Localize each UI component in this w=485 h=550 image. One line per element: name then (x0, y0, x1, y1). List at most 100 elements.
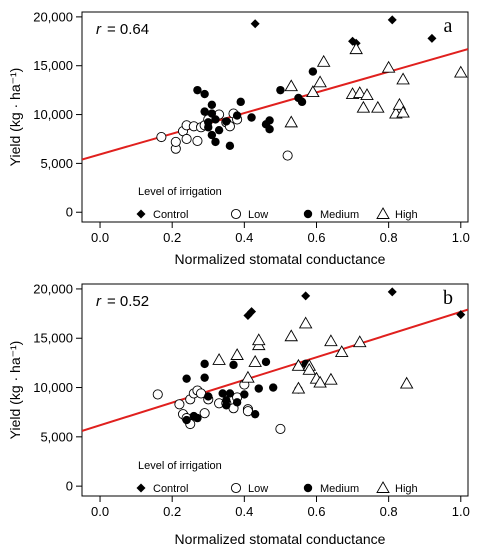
data-point-medium (207, 100, 217, 109)
series-control (250, 15, 437, 48)
data-point-high (284, 79, 299, 92)
data-point-low (170, 136, 181, 147)
data-point-high (212, 353, 226, 365)
correlation-annotation: r = 0.64 (96, 21, 149, 38)
r-value: = 0.64 (107, 21, 149, 38)
data-point-high (360, 88, 374, 100)
data-point-control (387, 15, 397, 25)
data-point-high (316, 54, 331, 67)
data-point-medium (276, 85, 285, 95)
x-axis-label: Normalized stomatal conductance (175, 251, 386, 267)
series-medium (182, 357, 310, 425)
data-point-high (376, 481, 390, 493)
y-tick-label: 5,000 (40, 429, 73, 444)
data-point-medium (225, 141, 235, 151)
data-point-low (156, 131, 167, 143)
series-medium (193, 67, 318, 151)
data-point-control (456, 310, 466, 320)
y-tick-label: 5,000 (40, 156, 73, 171)
data-point-medium (207, 130, 217, 140)
x-tick-label: 0.4 (235, 230, 253, 245)
legend-label-medium: Medium (320, 483, 359, 495)
plot-frame (81, 11, 469, 223)
y-tick-label: 0 (66, 205, 73, 220)
data-point-high (298, 316, 313, 329)
x-tick-label: 0.2 (163, 230, 181, 245)
data-point-medium (200, 107, 209, 116)
series-low (152, 379, 286, 434)
x-tick-label: 0.0 (91, 230, 109, 245)
legend-title: Level of irrigation (138, 460, 222, 472)
legend-label-medium: Medium (320, 209, 359, 221)
series-control (243, 287, 466, 321)
x-tick-label: 0.0 (91, 504, 109, 519)
data-point-medium (303, 483, 313, 493)
data-point-medium (247, 113, 256, 122)
legend-label-low: Low (248, 209, 268, 221)
data-point-high (376, 207, 390, 219)
data-point-low (282, 150, 293, 161)
data-point-medium (254, 384, 263, 393)
regression-line (82, 48, 468, 161)
y-axis-label: Yield (kg · ha⁻¹) (7, 341, 23, 440)
chart-panel-b: 0.0 0.2 0.4 0.6 0.8 1.0 0 5,000 10,000 15,000 20,0… (7, 281, 470, 547)
data-point-medium (193, 413, 202, 423)
data-point-high (230, 348, 244, 360)
y-tick-label: 10,000 (33, 107, 73, 122)
data-point-high (306, 85, 320, 98)
data-point-high (302, 362, 317, 375)
series-low (156, 108, 293, 161)
data-point-high (396, 72, 410, 85)
data-point-medium (193, 85, 202, 95)
x-tick-label: 0.6 (307, 504, 325, 519)
legend: Level of irrigation Control Low Medium High (136, 460, 418, 495)
data-point-high (313, 375, 327, 388)
y-tick-label: 20,000 (33, 281, 73, 296)
series-high (284, 42, 468, 128)
data-point-high (324, 334, 338, 347)
data-point-medium (232, 111, 242, 120)
data-point-medium (214, 125, 224, 135)
data-point-control (136, 209, 146, 219)
y-axis-label: Yield (kg · ha⁻¹) (7, 68, 23, 167)
data-point-control (250, 19, 260, 29)
data-point-medium (240, 390, 249, 399)
legend-label-control: Control (153, 209, 188, 221)
data-point-medium (211, 137, 220, 147)
legend: Level of irrigation Control Low Medium High (136, 186, 418, 221)
data-point-medium (218, 389, 227, 398)
data-point-high (381, 60, 396, 73)
panel-label: a (444, 15, 453, 37)
data-point-medium (204, 123, 213, 132)
data-point-medium (265, 125, 274, 134)
regression-line (82, 308, 468, 432)
data-point-high (334, 345, 349, 357)
plot-frame (81, 283, 469, 497)
y-tick-label: 10,000 (33, 380, 73, 395)
data-point-control (387, 287, 397, 297)
data-point-medium (261, 357, 271, 367)
y-tick-label: 15,000 (33, 58, 73, 73)
y-tick-label: 15,000 (33, 331, 73, 346)
data-point-medium (222, 117, 231, 126)
data-point-high (371, 100, 385, 113)
x-tick-label: 0.4 (235, 504, 253, 519)
data-point-medium (303, 209, 313, 219)
data-point-medium (308, 67, 318, 76)
data-point-low (199, 408, 210, 419)
legend-title: Level of irrigation (138, 186, 222, 198)
series-high (212, 316, 414, 394)
x-tick-label: 0.6 (307, 230, 325, 245)
data-point-high (353, 335, 367, 348)
data-point-low (230, 482, 242, 494)
data-point-low (230, 208, 242, 220)
data-point-medium (182, 415, 191, 425)
data-point-high (313, 75, 327, 88)
legend-label-low: Low (248, 483, 268, 495)
legend-label-control: Control (153, 483, 188, 495)
data-point-medium (225, 389, 235, 398)
data-point-control (247, 307, 257, 317)
data-point-high (251, 333, 266, 346)
legend-label-high: High (395, 483, 418, 495)
data-point-low (174, 399, 185, 410)
